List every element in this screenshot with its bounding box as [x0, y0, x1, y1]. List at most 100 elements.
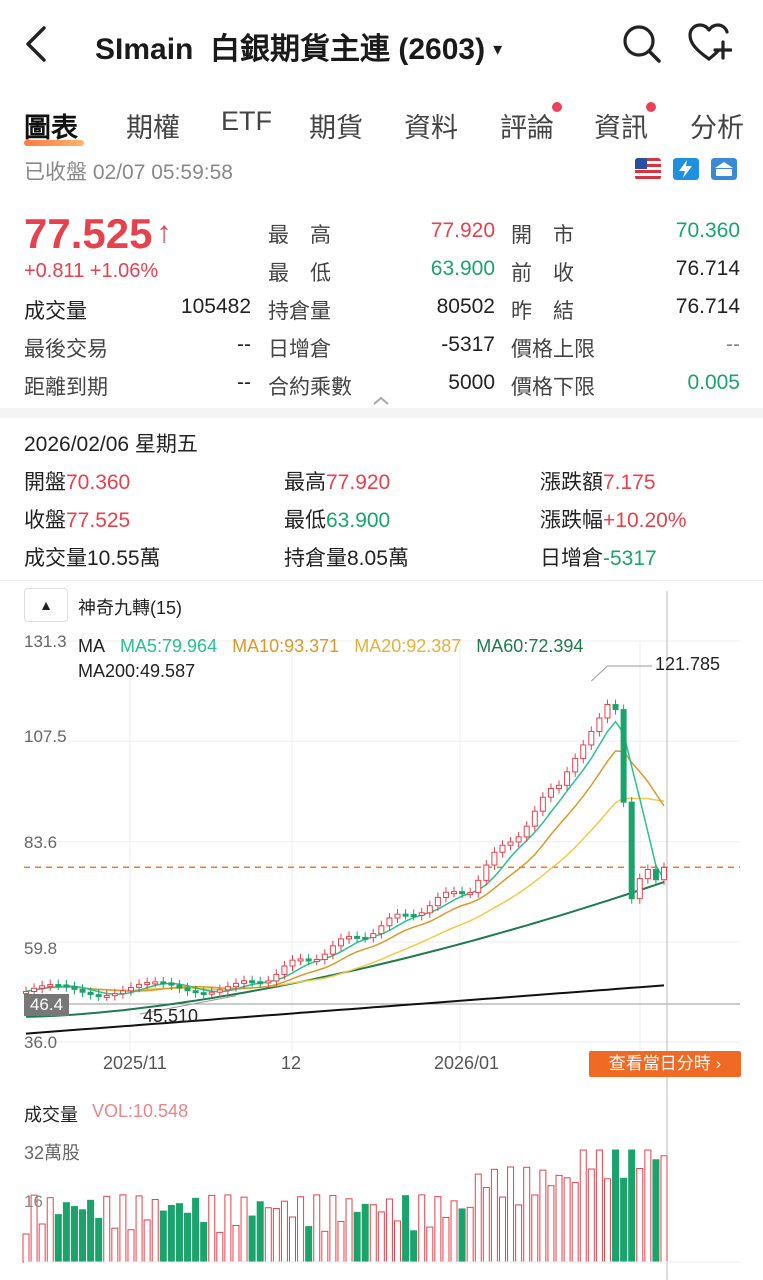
candle-body: [224, 986, 231, 991]
candle-body: [418, 912, 425, 916]
add-watchlist-heart-icon[interactable]: [686, 20, 732, 66]
volume-bar: [595, 1149, 603, 1263]
candle-body: [168, 982, 175, 986]
candle-body: [378, 925, 385, 935]
candle-body: [370, 933, 377, 939]
ma-label: MA: [78, 636, 105, 656]
candle-body: [249, 980, 256, 984]
building-icon[interactable]: [711, 158, 737, 180]
volume-bar: [216, 1231, 224, 1263]
tab-chart[interactable]: 圖表: [24, 113, 78, 143]
candle-body: [539, 796, 546, 812]
volume-bar: [434, 1196, 442, 1263]
candle-body: [410, 914, 417, 918]
lower-limit-value: 0.005: [687, 371, 740, 394]
prev-settle-value: 76.714: [675, 295, 740, 318]
low-marker-label: 45.510: [143, 1006, 199, 1026]
us-flag-icon[interactable]: [635, 158, 661, 180]
high-label: 最 高: [268, 224, 331, 247]
volume-bar: [103, 1195, 111, 1263]
volume-bar: [603, 1178, 611, 1263]
y-tick-label: 107.5: [24, 727, 67, 746]
volume-bar: [38, 1223, 46, 1263]
low-marker-line: [139, 995, 237, 1015]
open-interest-value: 80502: [436, 295, 495, 318]
candle-body: [257, 981, 264, 985]
candle-body: [79, 988, 86, 993]
candle-body: [394, 913, 401, 919]
candle-body: [95, 994, 102, 998]
volume-value: 105482: [180, 295, 251, 318]
page-title[interactable]: SImain 白銀期貨主連 (2603) ▾: [95, 24, 502, 68]
candle-body: [119, 990, 126, 995]
volume-bar: [515, 1204, 523, 1263]
notification-dot: [646, 102, 656, 112]
candle-body: [604, 704, 611, 719]
candle-body: [426, 905, 433, 914]
volume-bar: [571, 1182, 579, 1263]
oi-change-label: 日增倉: [268, 338, 331, 361]
volume-bar: [563, 1177, 571, 1263]
volume-bar: [369, 1204, 377, 1263]
candlestick-chart[interactable]: [0, 582, 763, 1280]
expiry-label: 距離到期: [24, 376, 108, 399]
low-label: 最 低: [268, 262, 331, 285]
tab-comments[interactable]: 評論: [500, 102, 562, 145]
volume-bar: [87, 1199, 95, 1263]
tab-options[interactable]: 期權: [126, 113, 180, 143]
search-icon[interactable]: [618, 20, 664, 66]
candle-body: [289, 959, 296, 967]
candle-body: [184, 987, 191, 992]
tab-etf[interactable]: ETF: [221, 106, 272, 136]
candle-body: [55, 984, 62, 988]
ma20-line: [25, 797, 665, 993]
last-trade-value: --: [237, 333, 251, 356]
indicator-toggle-button[interactable]: ▲: [24, 588, 68, 622]
candle-body: [523, 825, 530, 838]
volume-bar: [167, 1204, 175, 1263]
lightning-level2-icon[interactable]: [673, 158, 699, 180]
volume-bar: [184, 1212, 192, 1263]
ma5-line: [25, 720, 665, 996]
volume-bar: [547, 1185, 555, 1263]
volume-mid-tick: 16: [24, 1192, 43, 1211]
lower-limit-label: 價格下限: [511, 376, 595, 399]
volume-bar: [297, 1196, 305, 1263]
volume-bar: [426, 1226, 434, 1263]
section-divider: [0, 408, 763, 418]
day-change: 漲跌額7.175: [540, 471, 656, 494]
volume-bar: [248, 1215, 256, 1263]
indicator-name[interactable]: 神奇九轉(15): [78, 598, 183, 618]
candle-body: [136, 983, 143, 988]
candle-body: [111, 993, 118, 997]
volume-bar: [143, 1219, 151, 1263]
candle-body: [531, 810, 538, 827]
tab-data[interactable]: 資料: [404, 113, 458, 143]
volume-bar: [402, 1195, 410, 1263]
volume-bar: [289, 1216, 297, 1263]
back-arrow-icon[interactable]: [18, 22, 58, 66]
market-status: 已收盤 02/07 05:59:58: [24, 161, 233, 184]
volume-bar: [192, 1197, 200, 1263]
candle-body: [216, 989, 223, 993]
tab-analysis[interactable]: 分析: [690, 113, 744, 143]
candle-body: [346, 935, 353, 940]
volume-bar: [119, 1194, 127, 1263]
collapse-chevron-icon[interactable]: [372, 396, 390, 406]
volume-bar: [272, 1208, 280, 1263]
x-tick-label: 2026/01: [434, 1053, 500, 1073]
view-intraday-button[interactable]: 查看當日分時 ›: [589, 1051, 741, 1077]
candle-body: [71, 986, 78, 990]
volume-bar: [498, 1196, 506, 1263]
tab-news[interactable]: 資訊: [594, 102, 656, 145]
volume-bar: [256, 1201, 264, 1263]
candle-body: [507, 841, 514, 846]
volume-bar: [555, 1174, 563, 1263]
candle-body: [402, 913, 409, 917]
candle-body: [232, 982, 239, 988]
prev-settle-label: 昨 結: [511, 300, 574, 323]
candle-body: [23, 991, 29, 995]
volume-bar: [531, 1194, 539, 1263]
tab-futures[interactable]: 期貨: [309, 113, 363, 143]
top-bar: SImain 白銀期貨主連 (2603) ▾: [0, 0, 763, 90]
